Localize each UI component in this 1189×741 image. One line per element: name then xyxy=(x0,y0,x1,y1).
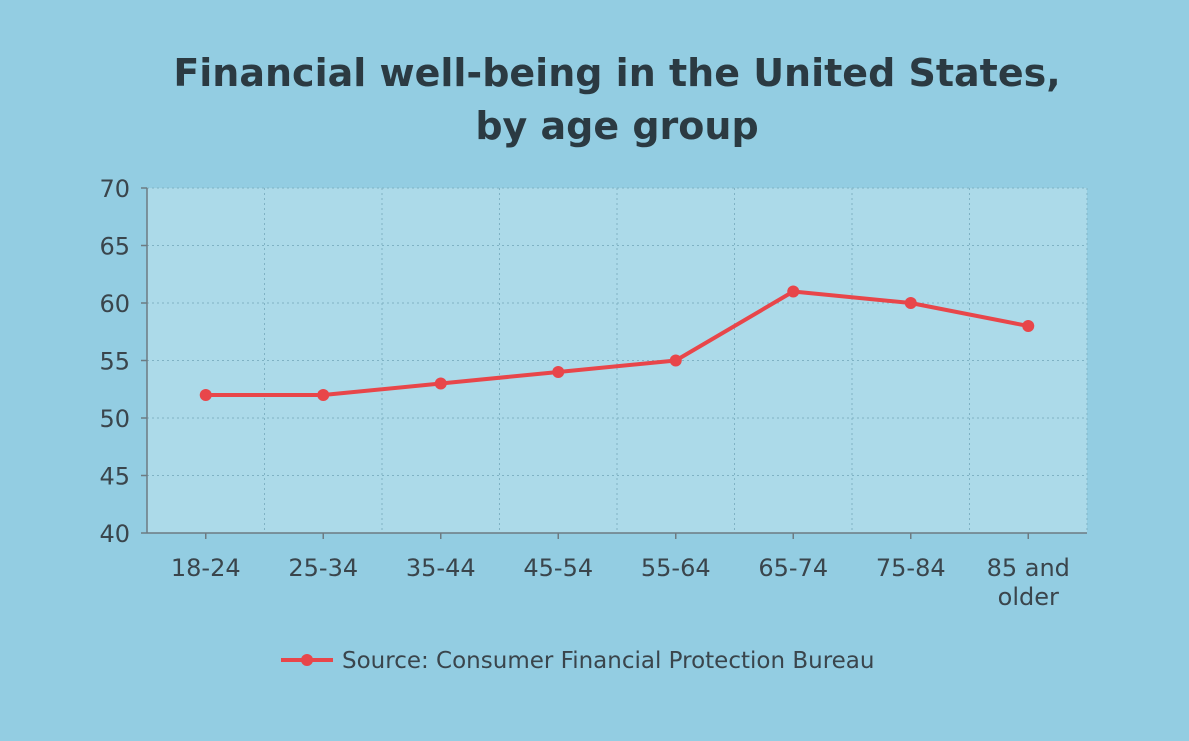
data-point-85-and-older xyxy=(1022,320,1035,332)
y-axis-tick-labels: 40 45 50 55 60 65 70 xyxy=(99,175,130,548)
x-tick-label-5: 65-74 xyxy=(758,554,828,582)
x-tick-label-3: 45-54 xyxy=(523,554,593,582)
series-line-0 xyxy=(205,289,1029,397)
legend-point-marker xyxy=(301,654,313,666)
y-tick-label-65: 65 xyxy=(99,233,130,261)
data-point-55-64 xyxy=(669,354,682,367)
y-tick-label-50: 50 xyxy=(99,405,130,433)
x-tick-label-1: 25-34 xyxy=(288,554,358,582)
x-tick-label-6: 75-84 xyxy=(876,554,946,582)
legend: Source: Consumer Financial Protection Bu… xyxy=(281,648,874,674)
chart-title-line-1: Financial well-being in the United State… xyxy=(173,51,1060,95)
x-axis-tick-labels: 18-24 25-34 35-44 45-54 55-64 65-74 75-84 85 an… xyxy=(171,554,1070,611)
data-point-75-84 xyxy=(904,297,917,309)
x-tick-label-7-line-1: older xyxy=(998,583,1059,611)
y-tick-label-70: 70 xyxy=(99,175,130,203)
y-tick-label-40: 40 xyxy=(99,520,130,548)
chart-title-line-2: by age group xyxy=(475,104,758,148)
x-tick-label-0: 18-24 xyxy=(171,554,241,582)
axes xyxy=(141,187,1087,539)
data-point-25-34 xyxy=(317,389,330,401)
y-tick-label-60: 60 xyxy=(99,290,130,318)
y-tick-label-45: 45 xyxy=(99,463,130,491)
data-point-65-74 xyxy=(787,285,800,298)
series-line xyxy=(199,285,1035,401)
x-tick-label-7-line-0: 85 and xyxy=(987,554,1070,582)
data-point-35-44 xyxy=(434,377,447,390)
legend-label: Source: Consumer Financial Protection Bu… xyxy=(342,648,874,674)
x-tick-label-4: 55-64 xyxy=(641,554,711,582)
x-tick-label-2: 35-44 xyxy=(406,554,476,582)
data-point-45-54 xyxy=(552,366,565,378)
y-tick-label-55: 55 xyxy=(99,348,130,376)
gridlines xyxy=(147,187,1088,533)
data-point-18-24 xyxy=(199,389,212,401)
